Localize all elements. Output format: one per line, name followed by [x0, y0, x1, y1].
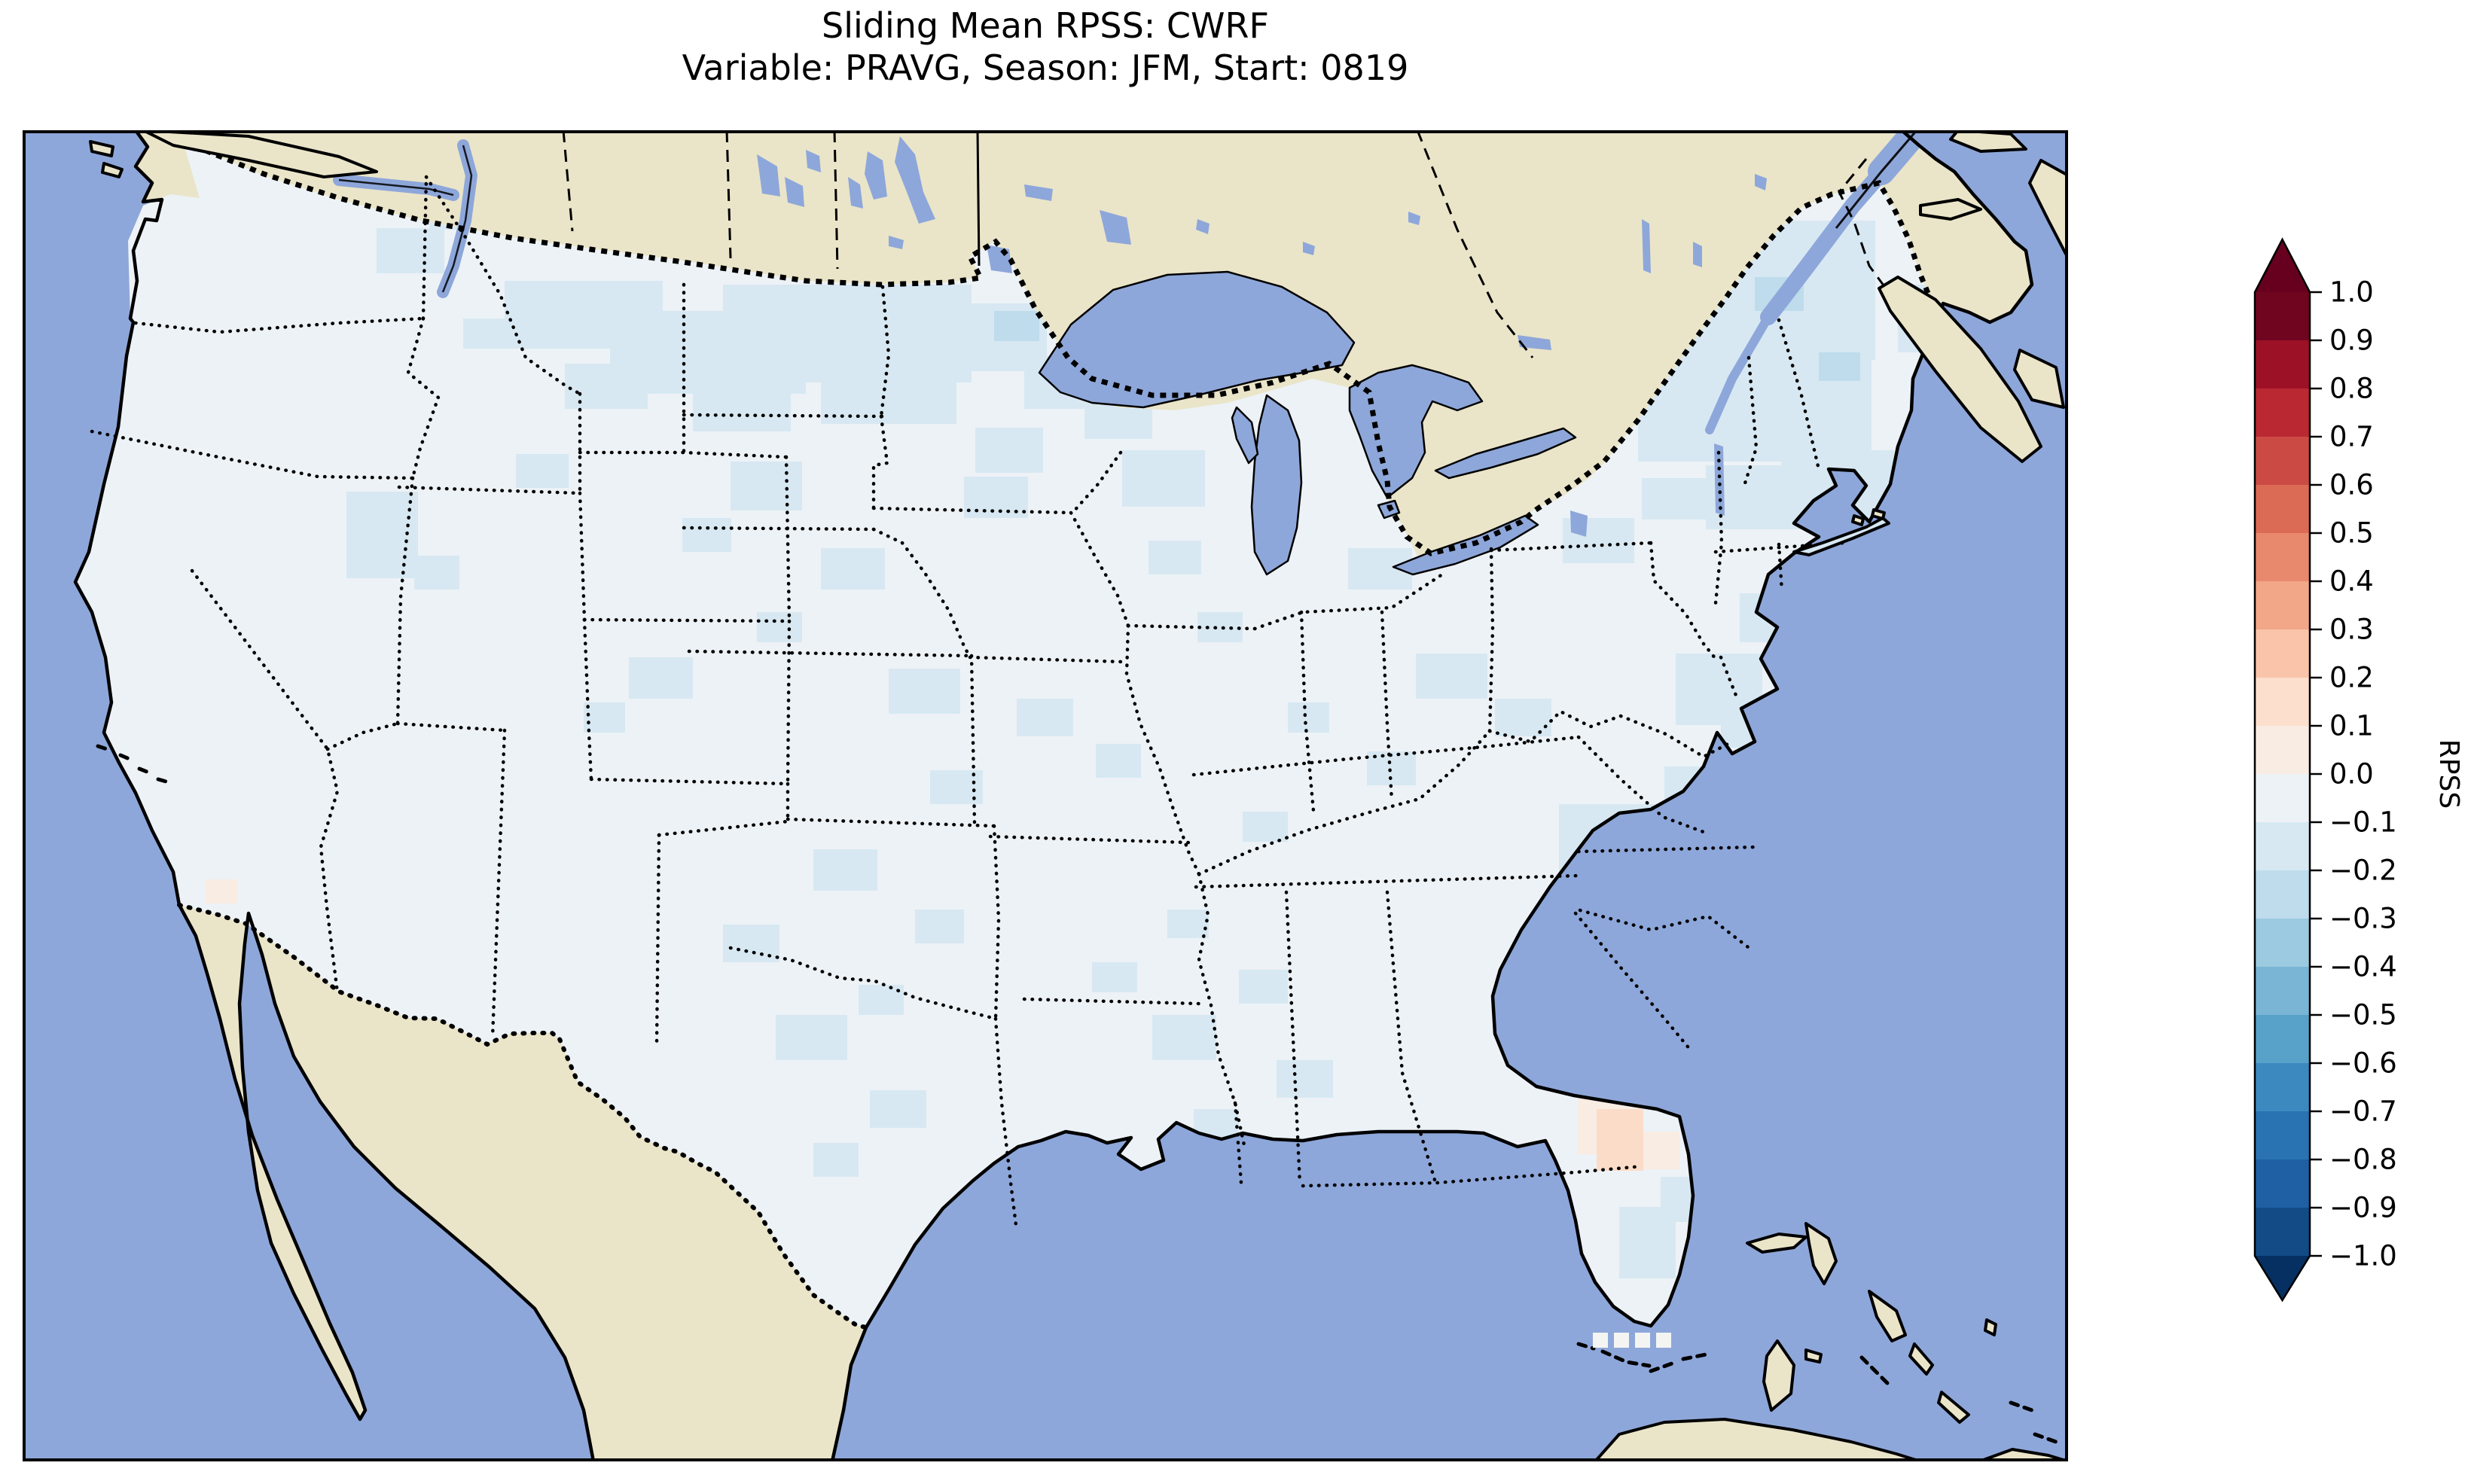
- state-borders: [90, 175, 1847, 1233]
- svg-text:−0.1: −0.1: [2329, 806, 2397, 839]
- svg-text:0.6: 0.6: [2329, 469, 2374, 501]
- colorbar: 1.0 0.9 0.8 0.7 0.6 0.5 0.4 0.3 0.2 0.1 0.0 −0.1 −0.…: [2214, 211, 2474, 1385]
- svg-text:0.8: 0.8: [2329, 373, 2374, 405]
- map-canvas: [23, 130, 2068, 1461]
- svg-text:0.5: 0.5: [2329, 517, 2374, 550]
- map-frame: [23, 130, 2068, 1461]
- svg-text:0.1: 0.1: [2329, 710, 2374, 742]
- map-svg: [23, 130, 2068, 1461]
- svg-text:0.0: 0.0: [2329, 758, 2374, 791]
- svg-text:−0.6: −0.6: [2329, 1047, 2397, 1080]
- colorbar-ticks: 1.0 0.9 0.8 0.7 0.6 0.5 0.4 0.3 0.2 0.1 0.0 −0.1 −0.…: [2310, 276, 2397, 1272]
- svg-text:0.2: 0.2: [2329, 662, 2374, 694]
- svg-text:−0.9: −0.9: [2329, 1192, 2397, 1224]
- lakes: [757, 136, 1767, 576]
- svg-text:−0.7: −0.7: [2329, 1095, 2397, 1128]
- svg-text:0.7: 0.7: [2329, 421, 2374, 453]
- country-borders: [177, 139, 1934, 1330]
- islands: [89, 130, 2068, 1461]
- svg-text:0.4: 0.4: [2329, 565, 2374, 598]
- svg-text:−1.0: −1.0: [2329, 1240, 2397, 1272]
- svg-text:−0.3: −0.3: [2329, 903, 2397, 935]
- offshore-cells: [1593, 1333, 1671, 1348]
- svg-text:−0.5: −0.5: [2329, 999, 2397, 1031]
- svg-text:1.0: 1.0: [2329, 276, 2374, 309]
- coastline: [73, 130, 2034, 1461]
- chart-subtitle: Variable: PRAVG, Season: JFM, Start: 081…: [682, 47, 1409, 88]
- svg-text:−0.4: −0.4: [2329, 951, 2397, 983]
- chart-title: Sliding Mean RPSS: CWRF: [822, 5, 1269, 46]
- svg-text:−0.8: −0.8: [2329, 1144, 2397, 1176]
- colorbar-label: RPSS: [2433, 739, 2464, 809]
- svg-text:0.9: 0.9: [2329, 325, 2374, 357]
- colorbar-segments: [2255, 239, 2310, 1300]
- colorbar-svg: 1.0 0.9 0.8 0.7 0.6 0.5 0.4 0.3 0.2 0.1 0.0 −0.1 −0.…: [2253, 237, 2464, 1303]
- svg-text:−0.2: −0.2: [2329, 855, 2397, 887]
- svg-text:0.3: 0.3: [2329, 614, 2374, 646]
